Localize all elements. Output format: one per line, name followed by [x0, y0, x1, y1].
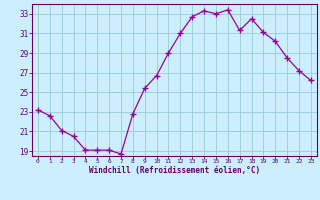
X-axis label: Windchill (Refroidissement éolien,°C): Windchill (Refroidissement éolien,°C): [89, 166, 260, 175]
